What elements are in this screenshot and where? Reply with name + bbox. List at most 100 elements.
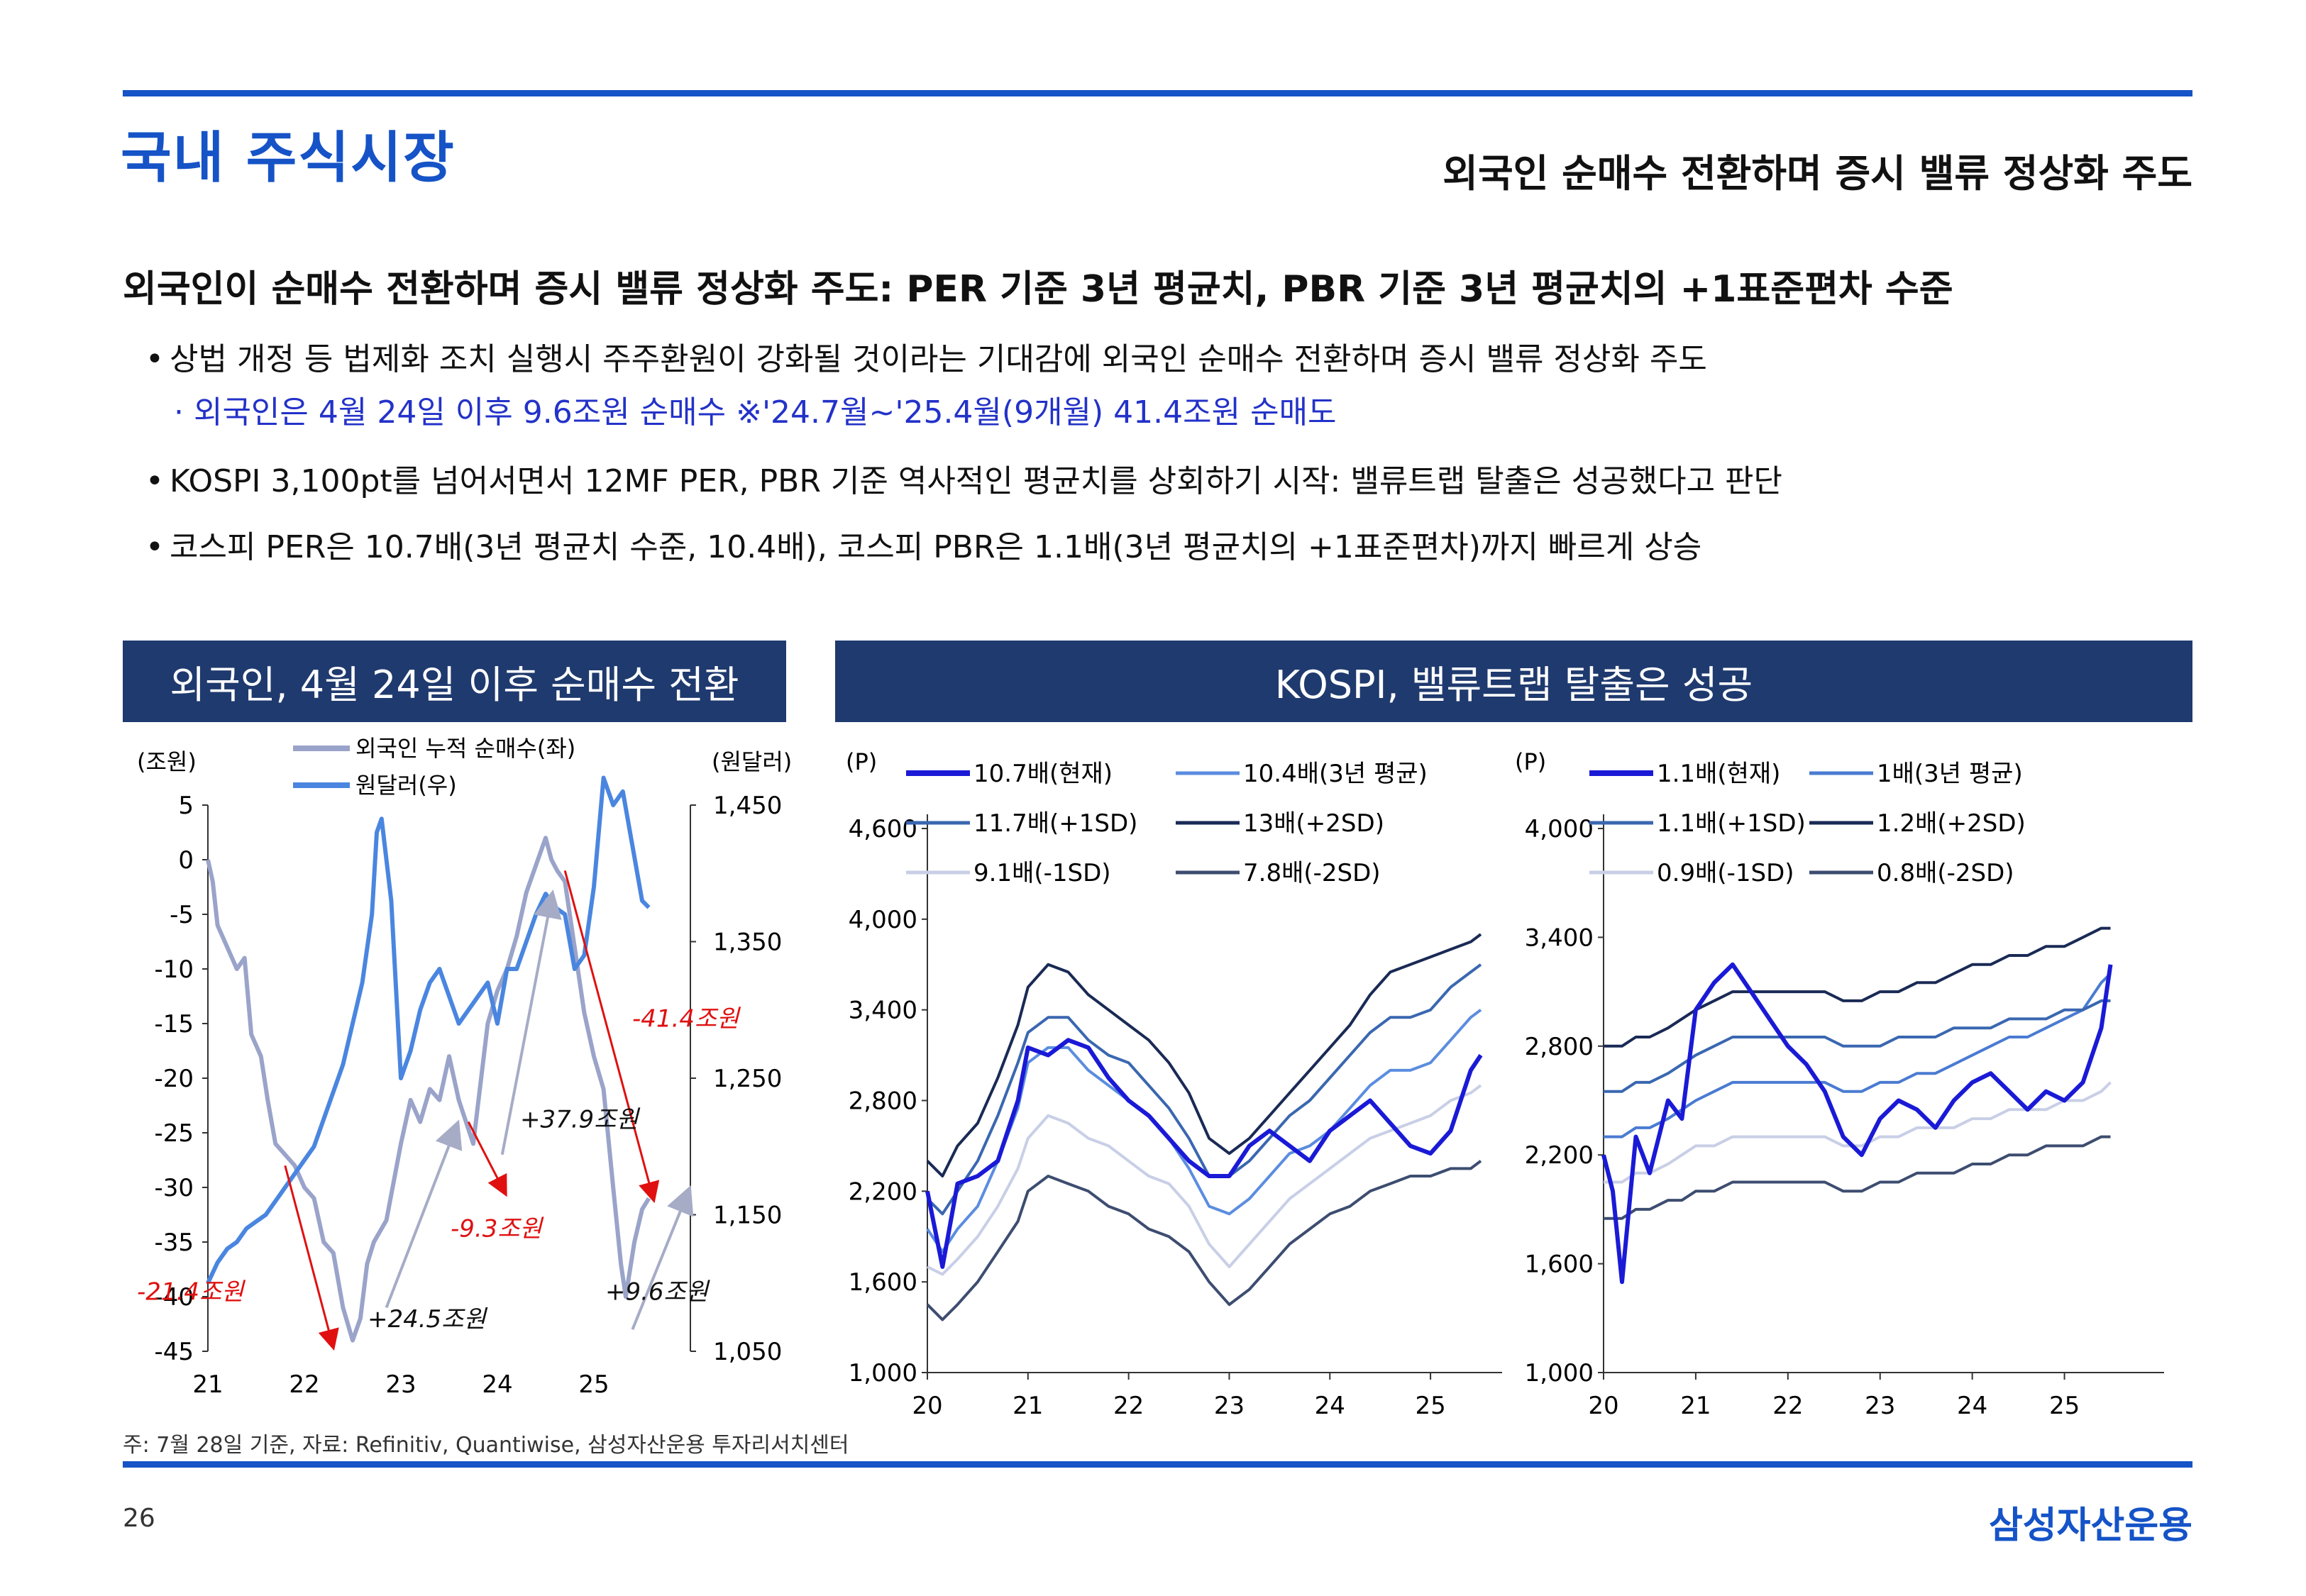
left-y-tick-label: 5 <box>178 792 194 820</box>
annotation-label: +9.6조원 <box>605 1278 710 1307</box>
x-tick-label: 20 <box>1588 1392 1618 1420</box>
y-tick-label: 3,400 <box>1525 924 1594 952</box>
right-y-tick-label: 1,450 <box>713 792 782 820</box>
x-tick-label: 24 <box>482 1370 512 1399</box>
y-tick-label: 2,800 <box>849 1087 917 1116</box>
left-y-tick-label: 0 <box>178 846 194 875</box>
x-tick-label: 23 <box>385 1370 416 1399</box>
legend-label: 7.8배(-2SD) <box>1243 859 1381 887</box>
left-y-tick-label: -35 <box>154 1229 194 1257</box>
top-rule <box>123 90 2192 96</box>
annotation-arrow <box>284 1165 339 1351</box>
bullet-2: • KOSPI 3,100pt를 넘어서면서 12MF PER, PBR 기준 역… <box>145 463 1783 499</box>
x-tick-label: 20 <box>912 1392 942 1420</box>
y-tick-label: 1,000 <box>849 1359 917 1387</box>
x-tick-label: 22 <box>1772 1392 1803 1420</box>
page-subtitle: 외국인 순매수 전환하며 증시 밸류 정상화 주도 <box>1442 151 2192 196</box>
left-y-tick-label: -5 <box>170 901 194 929</box>
band-line-5 <box>1604 1135 2111 1220</box>
y-tick-label: 4,000 <box>1525 815 1594 843</box>
band-line-3 <box>926 933 1482 1177</box>
legend-label: 1.1배(+1SD) <box>1657 809 1806 838</box>
y-tick-label: 2,200 <box>1525 1141 1594 1170</box>
series-line-foreign-net-buy <box>206 836 651 1343</box>
kospi-per-band-chart: (P) 4,600 4,000 3,400 2,800 2,200 1,600 1,000 20… <box>846 748 1502 1420</box>
x-tick-label: 24 <box>1957 1392 1987 1420</box>
band-line-2 <box>1604 999 2111 1093</box>
legend-label: 0.8배(-2SD) <box>1877 859 2014 887</box>
left-y-tick-label: -25 <box>154 1119 194 1148</box>
left-y-tick-label: -15 <box>154 1010 194 1038</box>
bullet-note: · 외국인은 4월 24일 이후 9.6조원 순매수 ※'24.7월~'25.4… <box>174 394 1337 431</box>
y-tick-label: 4,000 <box>849 906 917 934</box>
company-logo: 삼성자산운용 <box>1988 1504 2192 1547</box>
annotation-arrow <box>385 1119 463 1309</box>
x-tick-label: 21 <box>1013 1392 1043 1420</box>
legend-label: 1.1배(현재) <box>1657 760 1780 788</box>
band-line-4 <box>1604 1081 2112 1184</box>
legend-label: 10.4배(3년 평균) <box>1243 760 1428 788</box>
annotation-label: +37.9조원 <box>520 1105 640 1134</box>
x-tick-label: 24 <box>1315 1392 1345 1420</box>
legend-label: 외국인 누적 순매수(좌) <box>355 735 575 762</box>
left-y-tick-label: -40 <box>154 1283 194 1312</box>
legend-label: 0.9배(-1SD) <box>1657 859 1794 887</box>
x-tick-label: 25 <box>578 1370 609 1399</box>
y-label: (P) <box>1515 748 1546 775</box>
headline: 외국인이 순매수 전환하며 증시 밸류 정상화 주도: PER 기준 3년 평균… <box>123 268 1953 311</box>
legend-label: 9.1배(-1SD) <box>973 859 1111 887</box>
left-y-tick-label: -30 <box>154 1174 194 1202</box>
y-tick-label: 1,600 <box>1525 1251 1594 1279</box>
right-y-tick-label: 1,050 <box>713 1338 782 1366</box>
annotation-label: -21.4조원 <box>137 1278 246 1307</box>
legend-label: 13배(+2SD) <box>1243 809 1384 838</box>
foreign-flow-chart: (조원) (원달러) 5 0 -5 -10 -15 -20 -25 -30 -35 -40 -45 1,4… <box>137 735 792 1399</box>
y-tick-label: 3,400 <box>849 997 917 1025</box>
annotation-label: -9.3조원 <box>451 1214 544 1243</box>
x-tick-label: 25 <box>1415 1392 1445 1420</box>
legend-label: 1배(3년 평균) <box>1877 760 2023 788</box>
left-y-tick-label: -20 <box>154 1065 194 1093</box>
annotation-arrow <box>563 870 660 1204</box>
bullet-3-text: 코스피 PER은 10.7배(3년 평균치 수준, 10.4배), 코스피 PB… <box>170 529 1702 565</box>
x-tick-label: 21 <box>1680 1392 1711 1420</box>
series-line-krw-usd <box>206 775 651 1285</box>
right-y-tick-label: 1,250 <box>713 1065 782 1093</box>
y-tick-label: 2,200 <box>849 1177 917 1206</box>
x-tick-label: 23 <box>1214 1392 1245 1420</box>
left-y-label: (조원) <box>137 748 197 775</box>
right-y-label: (원달러) <box>712 748 792 775</box>
y-label: (P) <box>846 748 877 775</box>
bullet-1: • 상법 개정 등 법제화 조치 실행시 주주환원이 강화될 것이라는 기대감에 … <box>145 341 1707 377</box>
section-title: 국내 주식시장 <box>121 126 456 190</box>
legend-label: 1.2배(+2SD) <box>1877 809 2026 838</box>
annotation-label: -41.4조원 <box>632 1005 741 1033</box>
bullet-1-text: 상법 개정 등 법제화 조치 실행시 주주환원이 강화될 것이라는 기대감에 외… <box>170 341 1707 377</box>
x-tick-label: 22 <box>1113 1392 1144 1420</box>
right-y-tick-label: 1,350 <box>713 929 782 957</box>
x-tick-label: 25 <box>2049 1392 2080 1420</box>
legend-label: 10.7배(현재) <box>973 760 1113 788</box>
x-tick-label: 21 <box>192 1370 223 1399</box>
x-tick-label: 23 <box>1865 1392 1895 1420</box>
annotation-label: +24.5조원 <box>368 1305 487 1334</box>
annotation-arrow <box>467 1121 507 1197</box>
left-y-tick-label: -45 <box>154 1338 194 1366</box>
left-y-tick-label: -10 <box>154 955 194 984</box>
band-line-1 <box>1604 972 2112 1138</box>
page-number: 26 <box>123 1504 155 1533</box>
band-line-2 <box>926 963 1482 1216</box>
kospi-pbr-band-chart: (P) 4,000 3,400 2,800 2,200 1,600 1,000 20 21 22 2… <box>1515 748 2164 1420</box>
y-tick-label: 1,000 <box>1525 1359 1594 1387</box>
left-chart-banner: 외국인, 4월 24일 이후 순매수 전환 <box>123 641 786 722</box>
legend-label: 11.7배(+1SD) <box>973 809 1137 838</box>
bullet-3: • 코스피 PER은 10.7배(3년 평균치 수준, 10.4배), 코스피 P… <box>145 529 1702 565</box>
y-tick-label: 2,800 <box>1525 1033 1594 1061</box>
annotation-arrow <box>500 889 562 1156</box>
right-chart-banner: KOSPI, 밸류트랩 탈출은 성공 <box>835 641 2192 722</box>
y-tick-label: 4,600 <box>849 815 917 843</box>
band-line-5 <box>926 1160 1482 1321</box>
bottom-rule <box>123 1461 2192 1468</box>
footnote: 주: 7월 28일 기준, 자료: Refinitiv, Quantiwise,… <box>123 1433 849 1458</box>
right-y-tick-label: 1,150 <box>713 1202 782 1230</box>
